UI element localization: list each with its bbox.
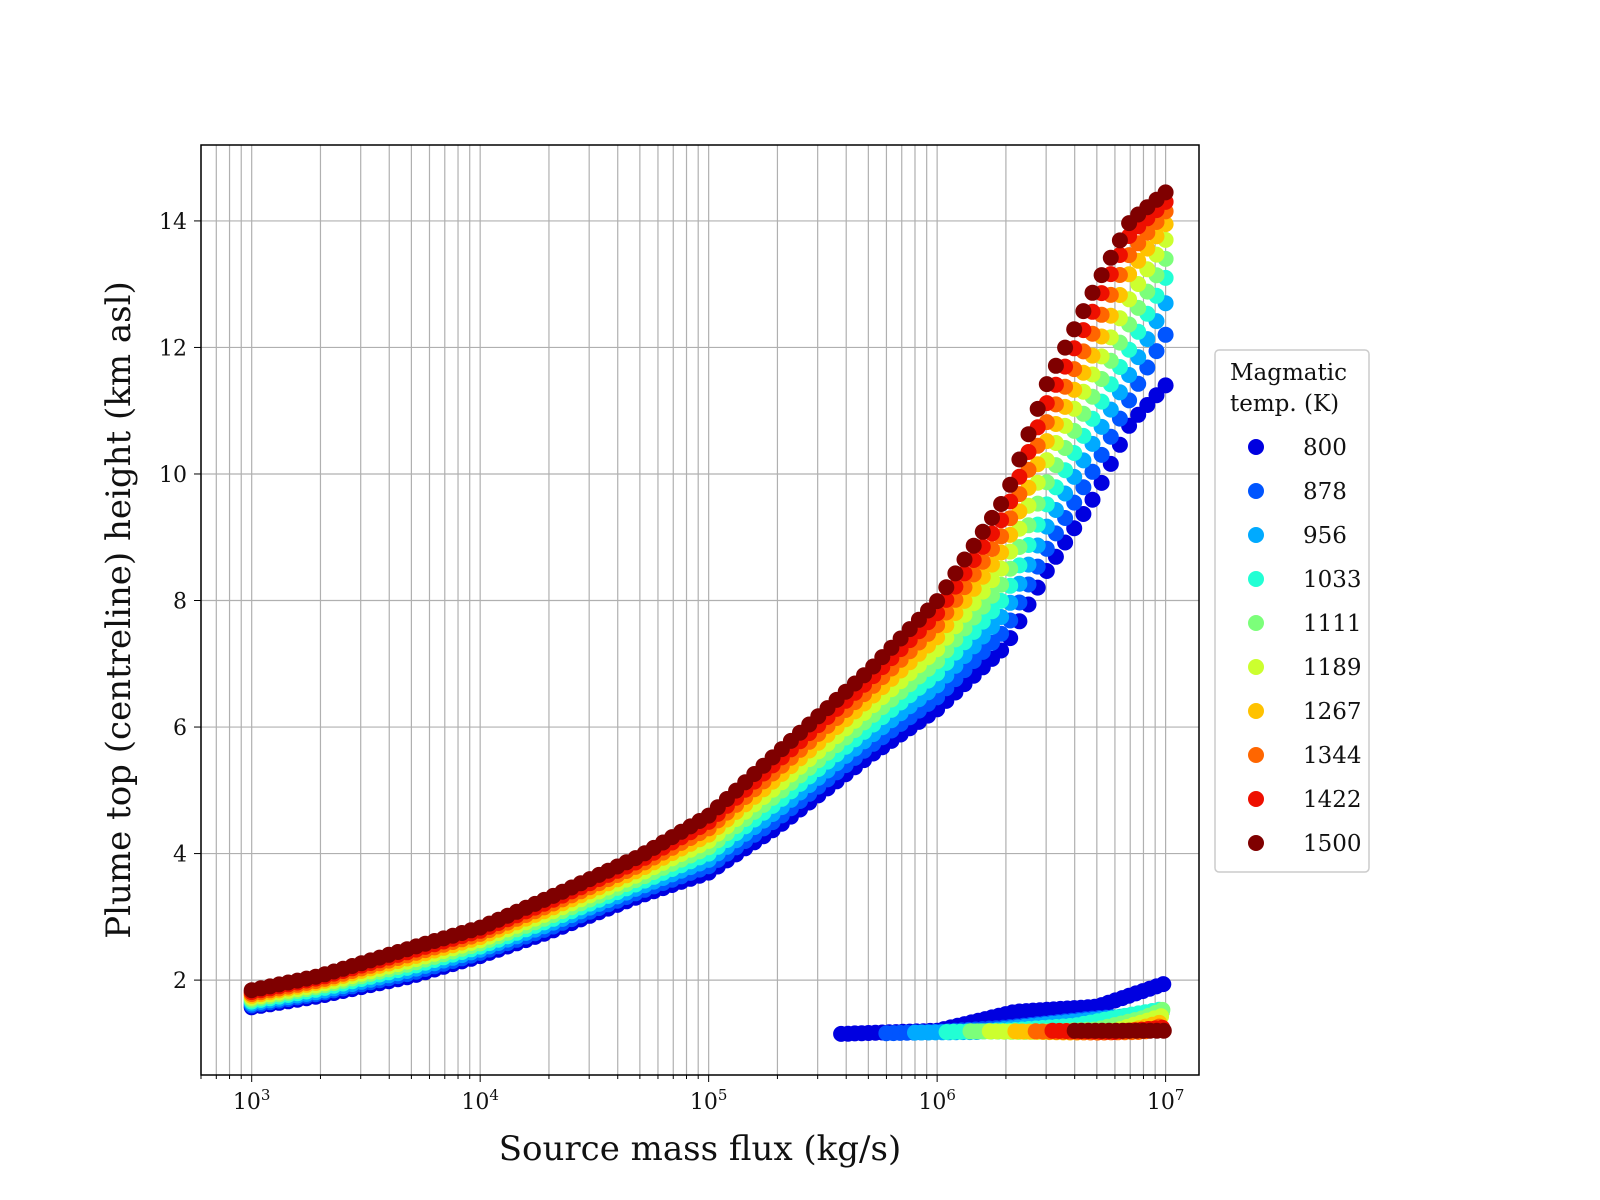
data-point [1075, 303, 1092, 320]
data-point [938, 579, 955, 596]
data-point [1157, 326, 1174, 343]
data-point [1093, 446, 1110, 463]
y-tick-label: 14 [159, 210, 187, 235]
data-point [1139, 359, 1156, 376]
x-axis-label: Source mass flux (kg/s) [499, 1129, 901, 1169]
data-point [1066, 321, 1083, 338]
legend-label: 1344 [1303, 743, 1362, 769]
x-tick-label: 107 [1147, 1086, 1185, 1115]
legend-title: temp. (K) [1230, 391, 1339, 417]
legend-label: 1033 [1303, 567, 1362, 593]
legend-entry: 1500 [1248, 831, 1362, 857]
legend-label: 1422 [1303, 787, 1362, 813]
x-axis-ticks: 103 104 105 106 107 [200, 1075, 1185, 1115]
data-point [993, 496, 1010, 512]
data-point [974, 523, 991, 540]
data-points [243, 184, 1174, 1042]
data-point [1020, 426, 1037, 443]
x-tick-label: 105 [690, 1086, 728, 1115]
legend-frame [1214, 349, 1370, 873]
legend-marker [1248, 659, 1264, 675]
y-tick-label: 4 [173, 843, 187, 868]
data-point [965, 537, 982, 554]
series-1500 [243, 184, 1174, 1039]
legend-entry: 1033 [1248, 567, 1362, 593]
x-tick-label: 103 [233, 1086, 271, 1115]
legend-label: 1189 [1303, 655, 1362, 681]
legend-entry: 800 [1248, 435, 1347, 461]
legend-marker [1248, 615, 1264, 631]
legend-label: 878 [1303, 479, 1347, 505]
data-point [1102, 249, 1119, 266]
x-tick-label: 104 [461, 1086, 499, 1115]
legend-entry: 1267 [1248, 699, 1362, 725]
y-axis-label: Plume top (centreline) height (km asl) [99, 281, 139, 939]
legend-marker [1248, 747, 1264, 763]
y-tick-label: 12 [159, 336, 187, 361]
y-tick-label: 2 [173, 969, 187, 994]
data-point [1075, 506, 1092, 522]
data-point [929, 593, 946, 610]
y-tick-label: 8 [173, 590, 187, 615]
data-point [1155, 1022, 1172, 1039]
legend-marker [1248, 835, 1264, 851]
legend-label: 1267 [1303, 699, 1362, 725]
legend-marker [1248, 527, 1264, 543]
legend-label: 1500 [1303, 831, 1362, 857]
data-point [1029, 400, 1046, 417]
legend-marker [1248, 483, 1264, 499]
data-point [1084, 491, 1101, 508]
data-point [1093, 474, 1110, 491]
y-axis-ticks: 2 4 6 8 10 12 14 [159, 210, 201, 994]
data-point [1155, 976, 1172, 993]
data-point [1111, 232, 1128, 249]
grid [200, 145, 1199, 1075]
legend-marker [1248, 703, 1264, 719]
legend-entry: 1189 [1248, 655, 1362, 681]
data-point [1066, 520, 1083, 537]
data-point [1057, 339, 1074, 356]
data-point [1011, 451, 1028, 468]
data-point [1157, 377, 1174, 394]
data-point [1084, 463, 1101, 480]
data-point [947, 565, 964, 582]
data-point [1157, 184, 1174, 201]
y-tick-label: 10 [159, 463, 187, 488]
y-tick-label: 6 [173, 716, 187, 741]
data-point [984, 509, 1000, 526]
data-point [956, 551, 973, 568]
legend-entry: 1344 [1248, 743, 1362, 769]
legend-label: 800 [1303, 435, 1347, 461]
data-point [1047, 357, 1064, 374]
legend-label: 956 [1303, 523, 1347, 549]
plot-frame [200, 144, 1200, 1076]
data-point [1002, 476, 1019, 493]
legend-marker [1248, 439, 1264, 455]
data-point [1038, 376, 1055, 393]
data-point [1084, 284, 1101, 301]
legend-entry: 1422 [1248, 787, 1362, 813]
legend: Magmatic temp. (K) 800 878 956 1033 1111 1189 12… [1214, 349, 1370, 873]
x-tick-label: 106 [918, 1086, 956, 1115]
legend-marker [1248, 791, 1264, 807]
legend-marker [1248, 571, 1264, 587]
legend-entry: 956 [1248, 523, 1347, 549]
legend-title: Magmatic [1230, 360, 1347, 386]
data-point [1093, 267, 1110, 284]
legend-entry: 878 [1248, 479, 1347, 505]
data-point [1075, 479, 1092, 496]
legend-label: 1111 [1303, 611, 1362, 637]
data-point [1148, 343, 1165, 360]
legend-entry: 1111 [1248, 611, 1362, 637]
